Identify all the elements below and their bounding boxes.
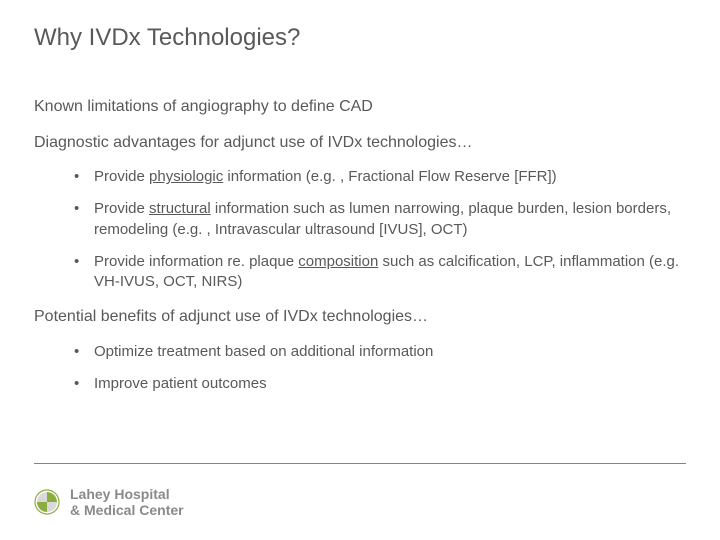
footer: Lahey Hospital & Medical Center	[34, 486, 184, 518]
list-item: Provide physiologic information (e.g. , …	[56, 167, 686, 187]
slide-title: Why IVDx Technologies?	[34, 24, 686, 52]
bullet-list-1: Provide physiologic information (e.g. , …	[34, 167, 686, 292]
bullet-text-pre: Optimize treatment based on additional i…	[94, 343, 433, 360]
section-heading-2: Potential benefits of adjunct use of IVD…	[34, 306, 686, 328]
footer-brand: Lahey Hospital & Medical Center	[70, 486, 184, 518]
footer-line-2: & Medical Center	[70, 502, 184, 518]
bullet-text-pre: Provide	[94, 200, 149, 217]
list-item: Optimize treatment based on additional i…	[56, 342, 686, 362]
bullet-text-underline: physiologic	[149, 168, 223, 185]
bullet-text-pre: Provide information re. plaque	[94, 253, 298, 270]
slide-content: Why IVDx Technologies? Known limitations…	[0, 0, 720, 395]
bullet-text-pre: Provide	[94, 168, 149, 185]
section-heading-0: Known limitations of angiography to defi…	[34, 96, 686, 118]
footer-divider	[34, 463, 686, 464]
bullet-list-2: Optimize treatment based on additional i…	[34, 342, 686, 395]
list-item: Provide structural information such as l…	[56, 199, 686, 240]
lahey-logo-icon	[34, 489, 60, 515]
bullet-text-pre: Improve patient outcomes	[94, 375, 267, 392]
bullet-text-underline: composition	[298, 253, 378, 270]
footer-line-1: Lahey Hospital	[70, 486, 184, 502]
slide-body: Known limitations of angiography to defi…	[34, 96, 686, 395]
bullet-text-post: information (e.g. , Fractional Flow Rese…	[223, 168, 556, 185]
section-heading-1: Diagnostic advantages for adjunct use of…	[34, 132, 686, 154]
bullet-text-underline: structural	[149, 200, 211, 217]
list-item: Improve patient outcomes	[56, 374, 686, 394]
list-item: Provide information re. plaque compositi…	[56, 252, 686, 293]
